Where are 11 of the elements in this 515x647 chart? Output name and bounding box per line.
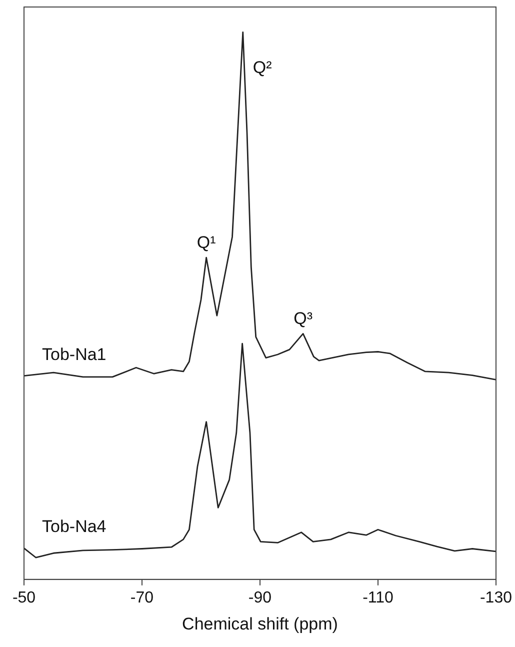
- x-tick-label: -130: [480, 589, 512, 606]
- x-tick-label: -90: [248, 589, 272, 606]
- annotation: Q³: [294, 308, 313, 328]
- x-tick-label: -110: [362, 589, 394, 606]
- x-tick-label: -50: [12, 589, 36, 606]
- annotation: Q²: [252, 58, 272, 77]
- annotation: Q¹: [196, 232, 216, 252]
- x-tick-label: -70: [130, 589, 154, 606]
- x-axis-title: Chemical shift (ppm): [182, 614, 338, 634]
- series-label: Tob-Na4: [42, 517, 106, 536]
- series-label: Tob-Na1: [42, 344, 106, 364]
